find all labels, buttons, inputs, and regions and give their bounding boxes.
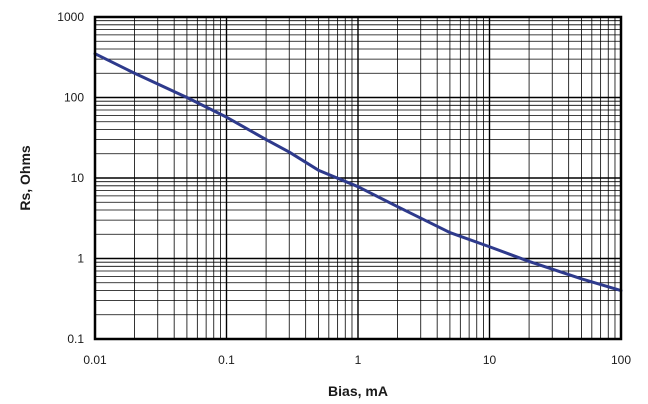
y-tick-labels: 0.1 1 10 100 1000 xyxy=(57,10,84,346)
y-axis-title: Rs, Ohms xyxy=(17,145,33,211)
y-tick-label: 0.1 xyxy=(67,332,84,346)
x-tick-label: 10 xyxy=(483,353,497,367)
x-tick-label: 100 xyxy=(611,353,631,367)
x-tick-labels: 0.01 0.1 1 10 100 xyxy=(83,353,631,367)
y-tick-label: 10 xyxy=(71,171,85,185)
x-tick-label: 0.1 xyxy=(218,353,235,367)
x-tick-label: 1 xyxy=(355,353,362,367)
grid xyxy=(94,17,621,340)
rs-series-line xyxy=(93,52,623,293)
x-tick-label: 0.01 xyxy=(83,353,107,367)
x-axis-title: Bias, mA xyxy=(328,383,388,399)
y-tick-label: 1 xyxy=(77,252,84,266)
plot-frame xyxy=(93,15,623,341)
series-layer xyxy=(93,52,623,293)
y-tick-label: 100 xyxy=(64,91,84,105)
y-tick-label: 1000 xyxy=(57,10,84,24)
